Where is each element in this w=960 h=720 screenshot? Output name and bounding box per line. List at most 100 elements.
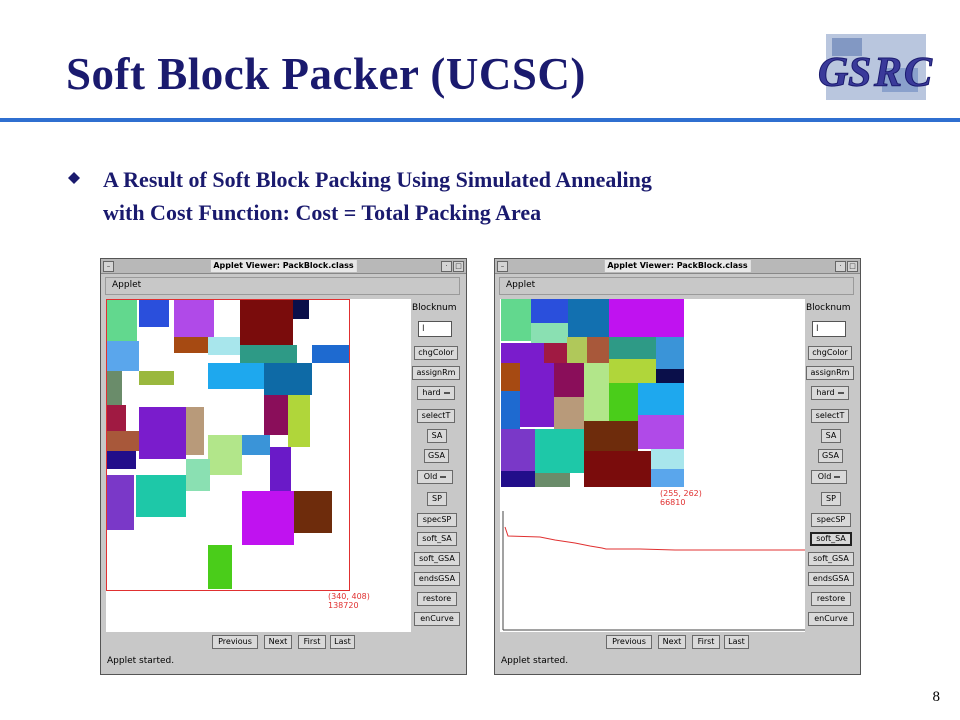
soft-gsa-button[interactable]: soft_GSA (414, 552, 460, 566)
block (656, 369, 684, 383)
restore-button[interactable]: restore (811, 592, 851, 606)
block (501, 299, 531, 341)
block (293, 299, 309, 319)
hard-select[interactable]: hard (417, 386, 455, 400)
block (106, 371, 122, 405)
sp-button[interactable]: SP (427, 492, 447, 506)
block (106, 299, 137, 341)
chgcolor-button[interactable]: chgColor (414, 346, 458, 360)
old-select[interactable]: Old (417, 470, 453, 484)
maximize-icon[interactable]: □ (453, 261, 464, 272)
block (531, 299, 568, 323)
soft-gsa-button[interactable]: soft_GSA (808, 552, 854, 566)
packing-cost: 138720 (328, 601, 359, 610)
gsa-button[interactable]: GSA (424, 449, 449, 463)
svg-text:S: S (848, 50, 871, 96)
block (288, 395, 310, 447)
endsgsa-button[interactable]: endsGSA (808, 572, 854, 586)
slide-title: Soft Block Packer (UCSC) (66, 49, 586, 99)
encurve-button[interactable]: enCurve (414, 612, 460, 626)
applet-window-right: – Applet Viewer: PackBlock.class · □ App… (494, 258, 861, 675)
block (208, 337, 240, 355)
chgcolor-button[interactable]: chgColor (808, 346, 852, 360)
first-button[interactable]: First (692, 635, 720, 649)
block (174, 299, 214, 337)
packing-dimensions: (255, 262) (660, 489, 702, 498)
endsgsa-button[interactable]: endsGSA (414, 572, 460, 586)
block (651, 449, 684, 469)
block (567, 337, 587, 363)
old-select[interactable]: Old (811, 470, 847, 484)
block (270, 447, 291, 491)
block (139, 407, 186, 459)
block (638, 415, 684, 449)
block (106, 405, 126, 431)
bullet-line-1: A Result of Soft Block Packing Using Sim… (103, 167, 652, 192)
maximize-icon[interactable]: □ (847, 261, 858, 272)
block (139, 299, 169, 327)
first-button[interactable]: First (298, 635, 326, 649)
packing-canvas-left: (340, 408) 138720 (106, 299, 411, 632)
selectt-button[interactable]: selectT (417, 409, 455, 423)
window-titlebar: – Applet Viewer: PackBlock.class · □ (495, 259, 860, 274)
block (535, 473, 570, 487)
dropdown-icon (443, 391, 450, 394)
applet-menu[interactable]: Applet (506, 280, 536, 290)
block (106, 475, 134, 530)
block (609, 337, 656, 359)
block (520, 363, 554, 427)
specsp-button[interactable]: specSP (811, 513, 851, 527)
hard-select[interactable]: hard (811, 386, 849, 400)
assignrm-button[interactable]: assignRm (412, 366, 460, 380)
block (208, 435, 242, 475)
soft-sa-button[interactable]: soft_SA (417, 532, 457, 546)
block (651, 469, 684, 487)
svg-text:C: C (904, 50, 933, 96)
block (501, 343, 544, 363)
packing-canvas-right: (255, 262) 66810 (500, 299, 805, 632)
packing-bounding-box (106, 299, 350, 591)
blocknum-label: Blocknum (412, 303, 457, 313)
encurve-button[interactable]: enCurve (808, 612, 854, 626)
block (240, 299, 293, 345)
status-bar: Applet started. (501, 656, 569, 666)
dropdown-icon (834, 475, 841, 478)
block (240, 345, 297, 363)
restore-button[interactable]: restore (417, 592, 457, 606)
assignrm-button[interactable]: assignRm (806, 366, 854, 380)
minimize-icon[interactable]: · (835, 261, 846, 272)
applet-menu[interactable]: Applet (112, 280, 142, 290)
minimize-icon[interactable]: · (441, 261, 452, 272)
sa-button[interactable]: SA (821, 429, 841, 443)
block (106, 341, 139, 371)
page-number: 8 (932, 689, 941, 705)
block (106, 451, 136, 469)
last-button[interactable]: Last (330, 635, 355, 649)
window-titlebar: – Applet Viewer: PackBlock.class · □ (101, 259, 466, 274)
block (264, 363, 312, 395)
next-button[interactable]: Next (264, 635, 292, 649)
blocknum-field[interactable]: I (418, 321, 452, 337)
dropdown-icon (837, 391, 844, 394)
soft-sa-button[interactable]: soft_SA (810, 532, 852, 546)
next-button[interactable]: Next (658, 635, 686, 649)
blocknum-label: Blocknum (806, 303, 851, 313)
window-menu-icon[interactable]: – (103, 261, 114, 272)
sp-button[interactable]: SP (821, 492, 841, 506)
previous-button[interactable]: Previous (606, 635, 652, 649)
blocknum-field[interactable]: I (812, 321, 846, 337)
sa-button[interactable]: SA (427, 429, 447, 443)
packing-cost: 66810 (660, 498, 686, 507)
block (294, 491, 332, 533)
gsa-button[interactable]: GSA (818, 449, 843, 463)
window-menu-icon[interactable]: – (497, 261, 508, 272)
block (242, 435, 270, 455)
specsp-button[interactable]: specSP (417, 513, 457, 527)
previous-button[interactable]: Previous (212, 635, 258, 649)
selectt-button[interactable]: selectT (811, 409, 849, 423)
block (554, 363, 584, 397)
block (264, 395, 288, 435)
last-button[interactable]: Last (724, 635, 749, 649)
menubar: Applet (499, 277, 854, 295)
title-underline (0, 118, 960, 122)
